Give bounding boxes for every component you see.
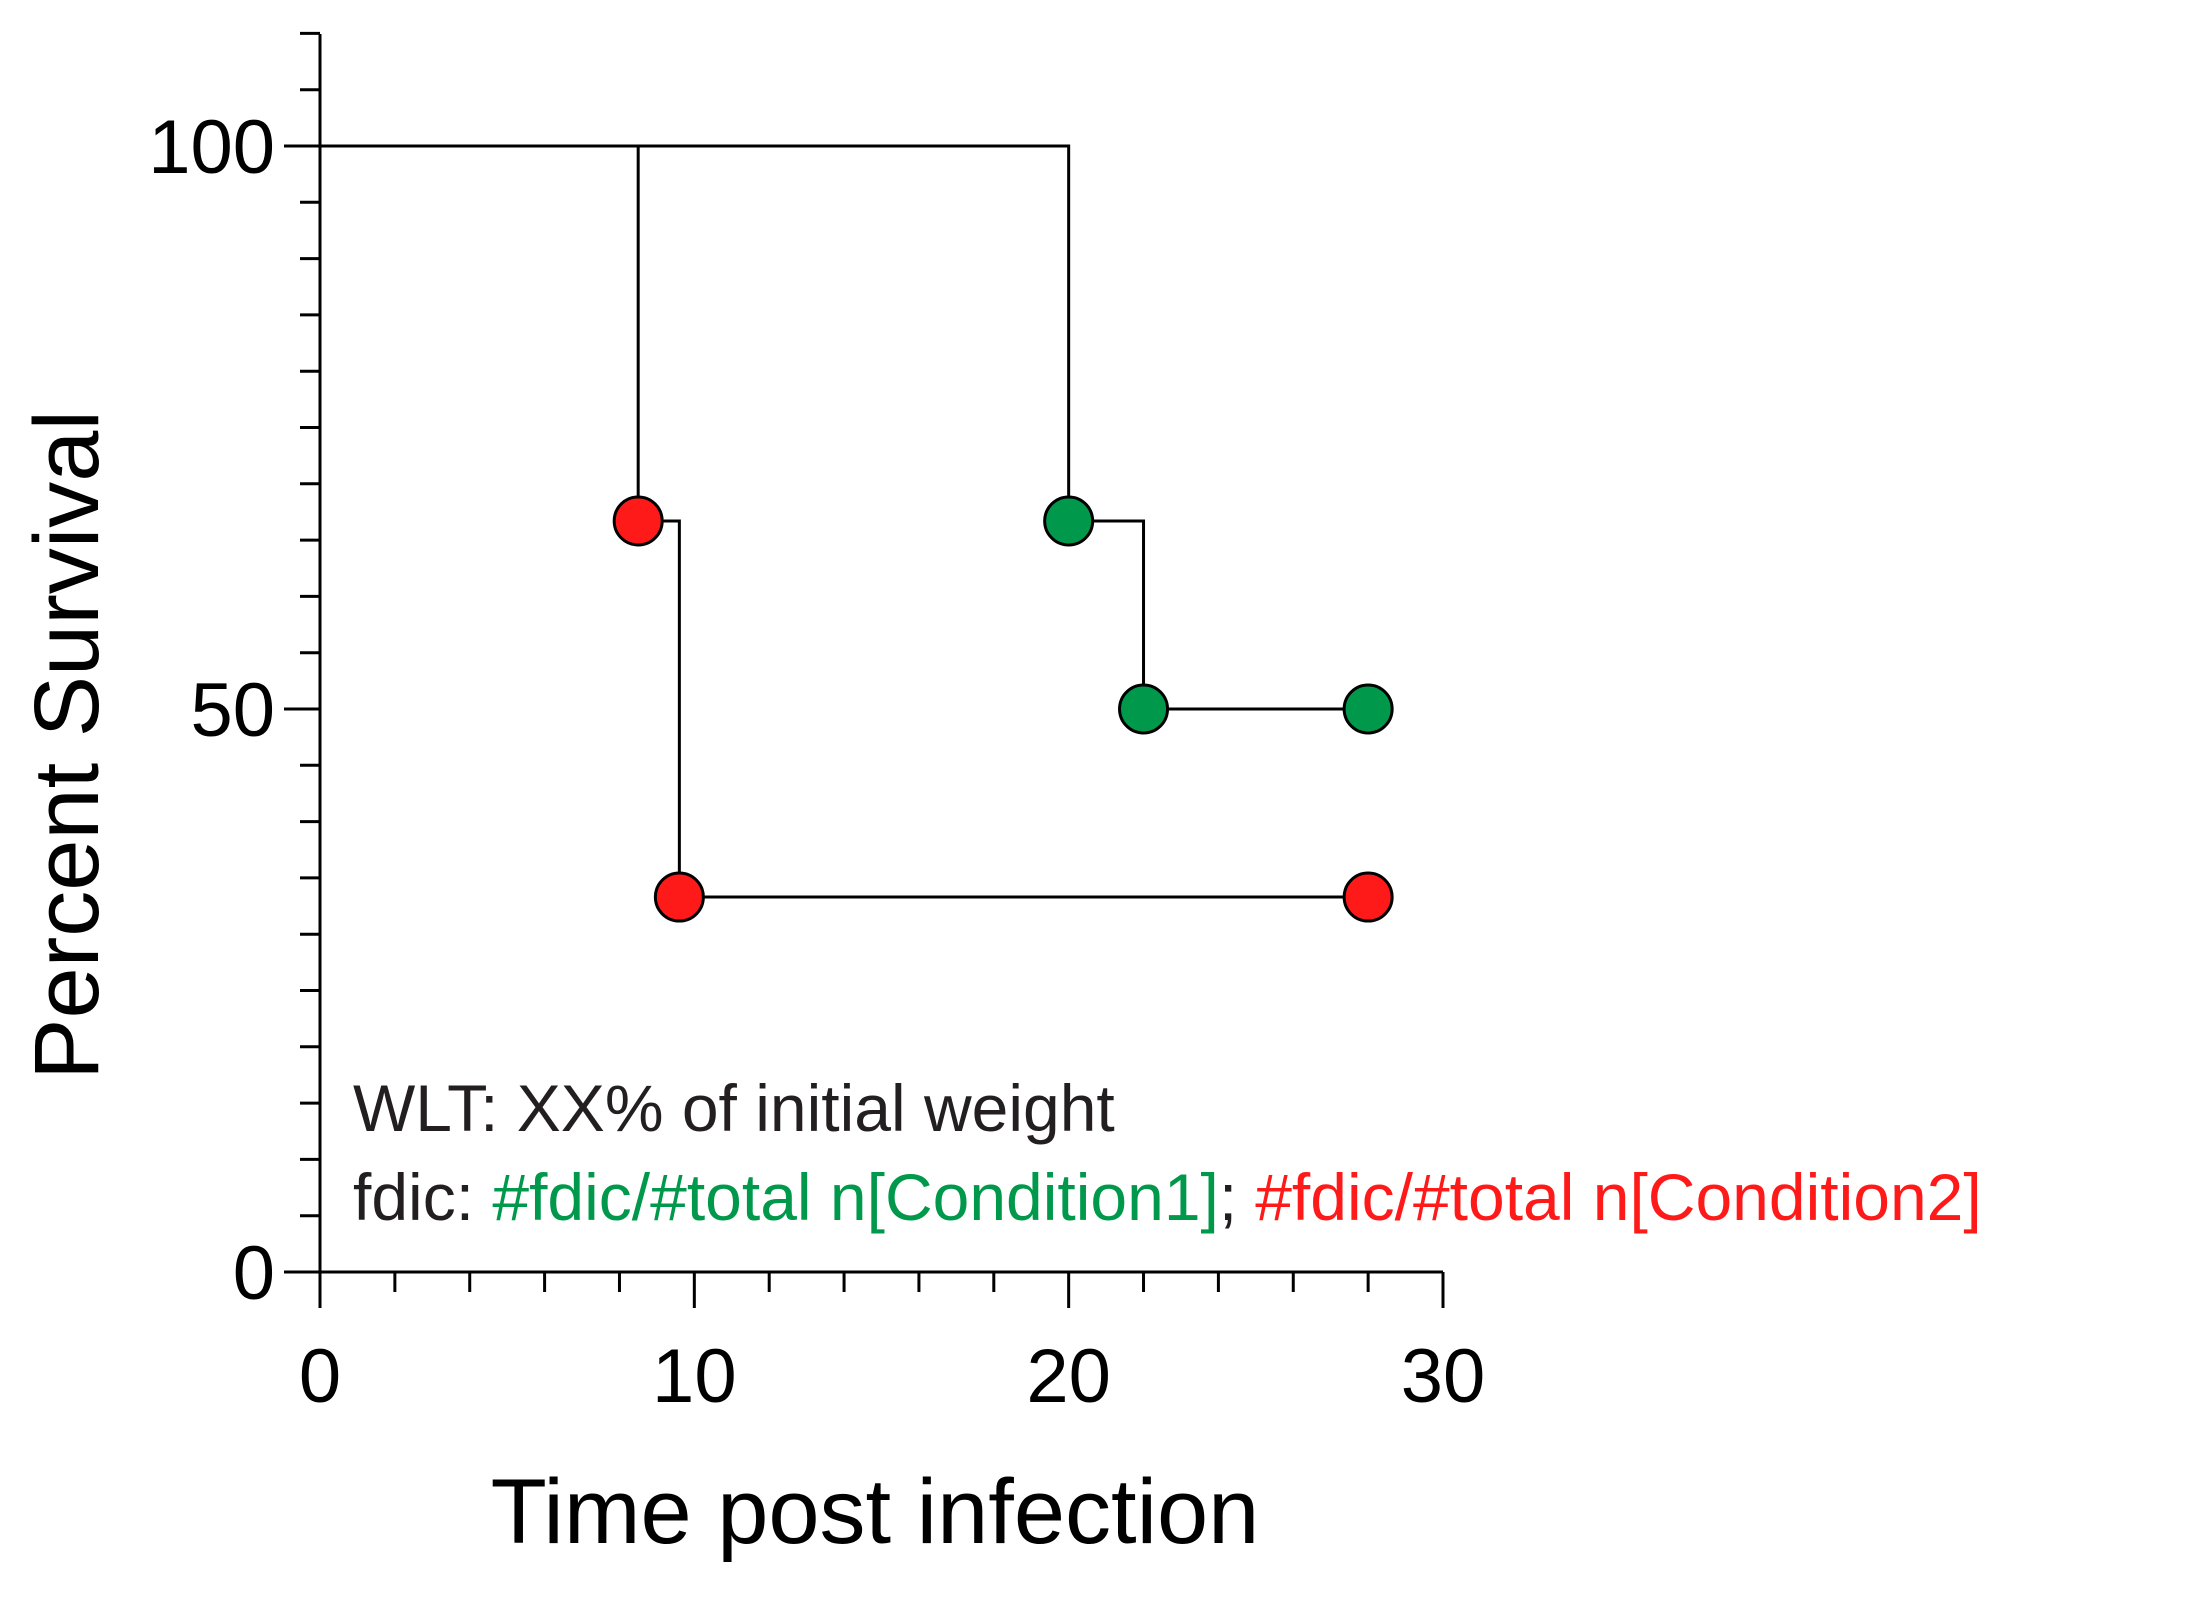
x-tick-label: 0 — [299, 1334, 341, 1419]
x-tick-label: 10 — [652, 1334, 737, 1419]
annotation-line-2: fdic: #fdic/#total n[Condition1]; #fdic/#… — [353, 1160, 1982, 1234]
y-tick-label: 0 — [233, 1231, 275, 1316]
marker-condition2 — [653, 871, 705, 923]
x-tick-label: 30 — [1401, 1334, 1486, 1419]
survival-line-condition1 — [320, 144, 1369, 711]
annotation-condition2: #fdic/#total n[Condition2] — [1255, 1160, 1981, 1234]
marker-condition1 — [1342, 683, 1394, 735]
y-axis-title: Percent Survival — [16, 410, 118, 1080]
x-axis-title: Time post infection — [491, 1461, 1260, 1563]
marker-condition1 — [1118, 683, 1170, 735]
marker-condition2 — [1342, 871, 1394, 923]
y-tick-label: 100 — [148, 105, 275, 190]
axes: 0 50 100 0 10 20 30 — [148, 31, 1486, 1419]
marker-condition2 — [612, 495, 664, 547]
survival-line-condition2 — [320, 144, 1369, 899]
survival-curves — [320, 144, 1369, 899]
annotation-fdic-prefix: fdic: — [353, 1160, 492, 1234]
marker-condition1 — [1043, 495, 1095, 547]
annotation-condition1: #fdic/#total n[Condition1] — [492, 1160, 1218, 1234]
x-tick-label: 20 — [1026, 1334, 1111, 1419]
annotation-separator: ; — [1219, 1160, 1237, 1234]
annotation-line-1: WLT: XX% of initial weight — [353, 1071, 1115, 1145]
y-tick-label: 50 — [190, 668, 275, 753]
survival-markers — [612, 495, 1394, 923]
